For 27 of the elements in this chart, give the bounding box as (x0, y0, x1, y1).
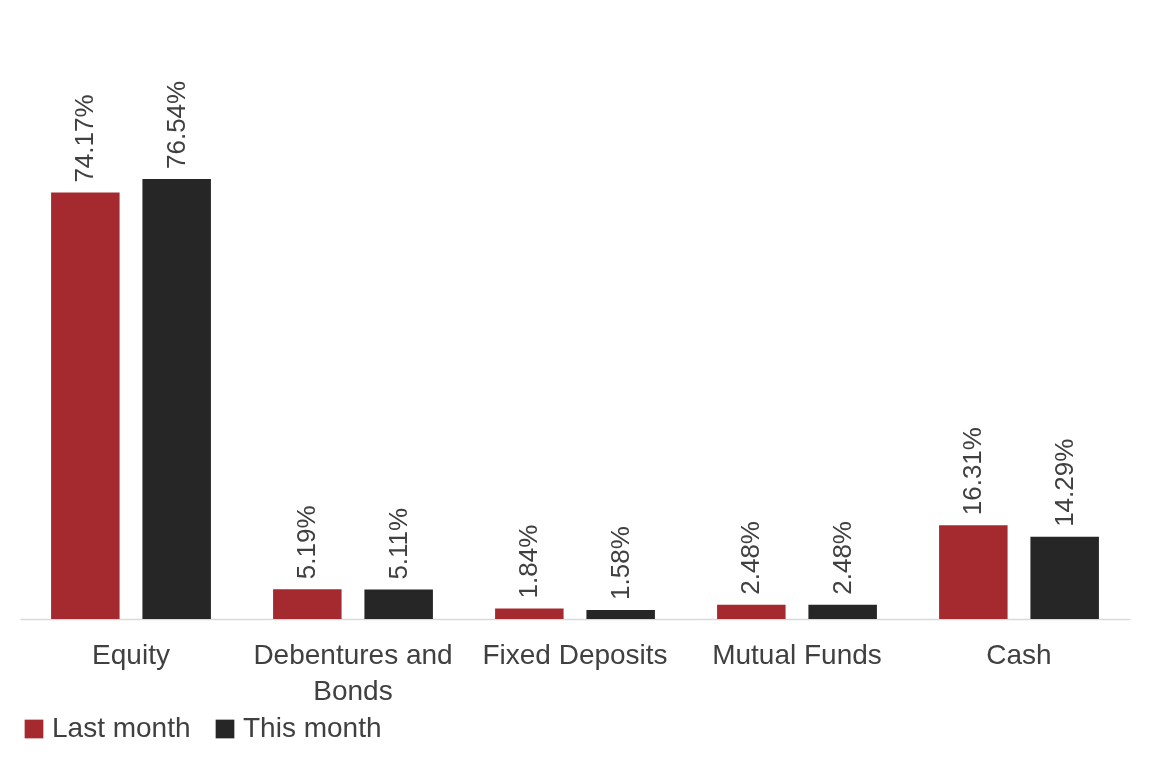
data-label: 5.19% (291, 505, 322, 580)
data-label: 1.84% (513, 524, 544, 599)
bar (717, 604, 786, 619)
x-tick-label: Mutual Funds (712, 638, 882, 670)
legend-label: This month (243, 712, 382, 743)
bar (495, 608, 564, 619)
bar (51, 192, 120, 619)
bar (142, 179, 211, 619)
x-tick-label: Equity (92, 638, 170, 670)
bar (586, 609, 655, 619)
bar (939, 525, 1008, 619)
data-label: 14.29% (1048, 438, 1079, 527)
bar (1030, 536, 1099, 619)
data-label: 76.54% (160, 80, 191, 169)
bar (273, 589, 342, 619)
x-tick-label: Fixed Deposits (482, 638, 668, 670)
data-label: 74.17% (69, 94, 100, 183)
data-label: 2.48% (735, 521, 766, 595)
x-tick-label: Debentures and Bonds (253, 638, 453, 706)
data-label: 2.48% (826, 521, 857, 595)
x-tick-label: Cash (986, 638, 1052, 670)
data-label: 1.58% (604, 526, 635, 600)
data-label: 16.31% (957, 427, 988, 516)
bar (364, 589, 433, 619)
bar (808, 604, 877, 619)
data-label: 5.11% (382, 507, 413, 580)
legend-label: Last month (52, 712, 191, 743)
